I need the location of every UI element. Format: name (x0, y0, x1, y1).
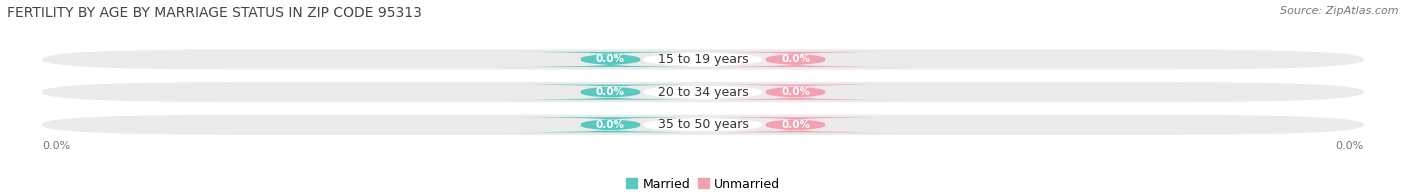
Text: 0.0%: 0.0% (596, 54, 626, 64)
Text: Source: ZipAtlas.com: Source: ZipAtlas.com (1281, 6, 1399, 16)
FancyBboxPatch shape (624, 117, 782, 132)
FancyBboxPatch shape (688, 117, 904, 132)
FancyBboxPatch shape (42, 49, 1364, 70)
FancyBboxPatch shape (42, 82, 1364, 102)
Text: 0.0%: 0.0% (596, 120, 626, 130)
FancyBboxPatch shape (502, 117, 718, 132)
FancyBboxPatch shape (624, 52, 782, 67)
Text: FERTILITY BY AGE BY MARRIAGE STATUS IN ZIP CODE 95313: FERTILITY BY AGE BY MARRIAGE STATUS IN Z… (7, 6, 422, 20)
Text: 0.0%: 0.0% (1336, 141, 1364, 151)
Text: 15 to 19 years: 15 to 19 years (658, 53, 748, 66)
Text: 0.0%: 0.0% (780, 120, 810, 130)
Text: 0.0%: 0.0% (780, 87, 810, 97)
FancyBboxPatch shape (688, 84, 904, 100)
Text: 0.0%: 0.0% (42, 141, 70, 151)
FancyBboxPatch shape (502, 52, 718, 67)
FancyBboxPatch shape (502, 84, 718, 100)
Legend: Married, Unmarried: Married, Unmarried (621, 173, 785, 196)
Text: 0.0%: 0.0% (596, 87, 626, 97)
FancyBboxPatch shape (624, 84, 782, 100)
FancyBboxPatch shape (688, 52, 904, 67)
Text: 0.0%: 0.0% (780, 54, 810, 64)
FancyBboxPatch shape (42, 115, 1364, 135)
Text: 20 to 34 years: 20 to 34 years (658, 86, 748, 99)
Text: 35 to 50 years: 35 to 50 years (658, 118, 748, 131)
